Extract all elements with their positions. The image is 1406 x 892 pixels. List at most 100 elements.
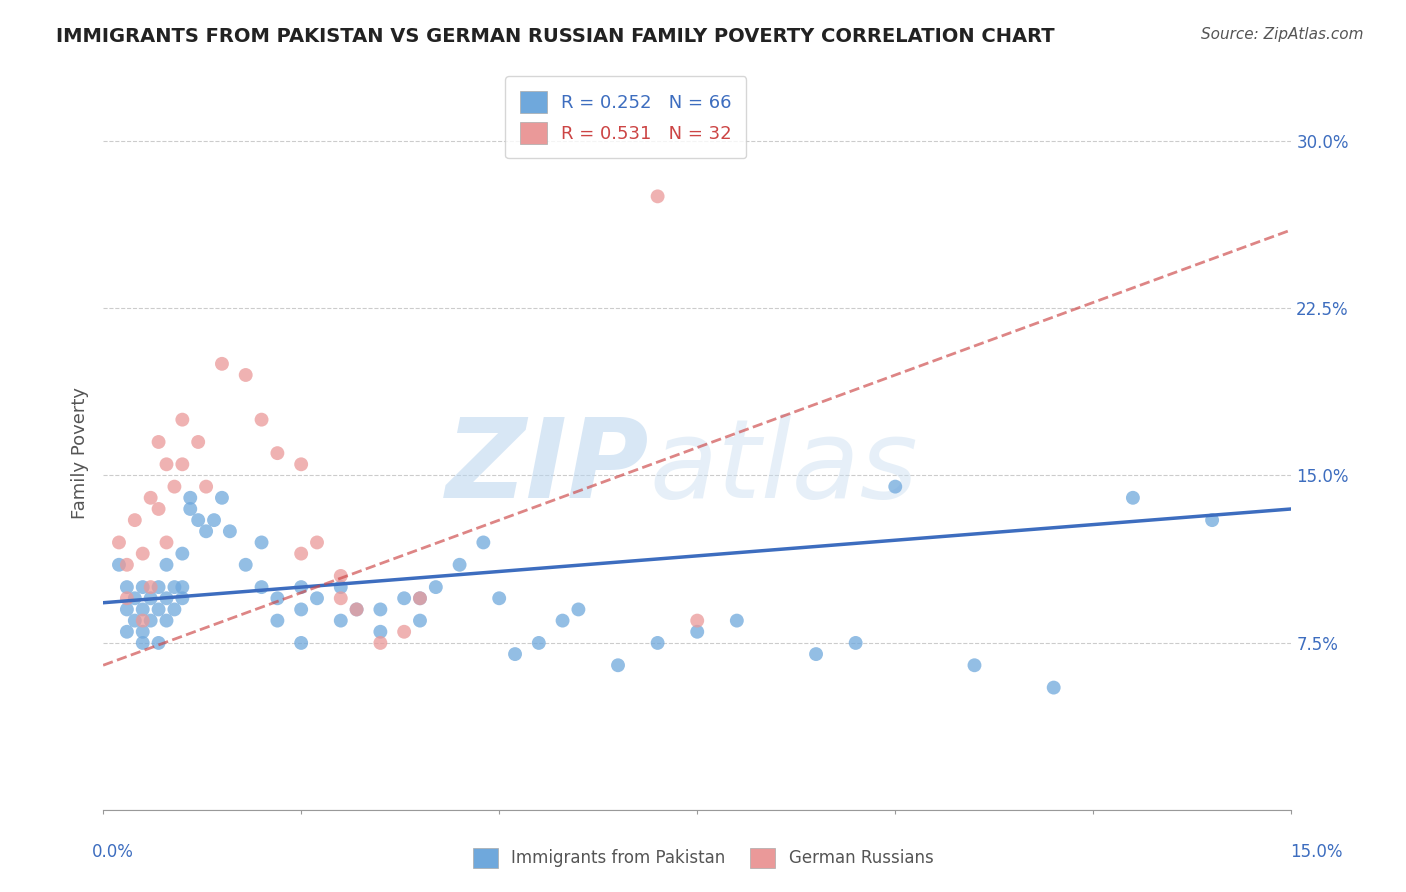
Point	[305, 591, 328, 606]
Point	[172, 580, 194, 594]
Point	[551, 614, 574, 628]
Point	[132, 636, 155, 650]
Point	[155, 558, 177, 572]
Point	[179, 502, 201, 516]
Point	[211, 357, 233, 371]
Point	[148, 602, 170, 616]
Point	[370, 624, 392, 639]
Point	[1042, 681, 1064, 695]
Point	[607, 658, 630, 673]
Point	[148, 580, 170, 594]
Point	[155, 591, 177, 606]
Point	[124, 513, 146, 527]
Point	[132, 547, 155, 561]
Point	[148, 434, 170, 449]
Point	[266, 446, 288, 460]
Point	[488, 591, 510, 606]
Point	[567, 602, 589, 616]
Point	[155, 535, 177, 549]
Point	[211, 491, 233, 505]
Point	[290, 580, 312, 594]
Point	[503, 647, 526, 661]
Text: Source: ZipAtlas.com: Source: ZipAtlas.com	[1201, 27, 1364, 42]
Point	[148, 636, 170, 650]
Point	[218, 524, 240, 539]
Point	[124, 614, 146, 628]
Point	[179, 491, 201, 505]
Point	[172, 458, 194, 472]
Point	[346, 602, 368, 616]
Text: ZIP: ZIP	[446, 414, 650, 521]
Point	[187, 513, 209, 527]
Point	[845, 636, 868, 650]
Point	[155, 614, 177, 628]
Point	[155, 458, 177, 472]
Point	[370, 636, 392, 650]
Point	[647, 189, 669, 203]
Point	[202, 513, 225, 527]
Point	[884, 480, 907, 494]
Point	[115, 591, 138, 606]
Point	[187, 434, 209, 449]
Point	[1122, 491, 1144, 505]
Point	[963, 658, 986, 673]
Point	[172, 412, 194, 426]
Point	[148, 502, 170, 516]
Point	[163, 480, 186, 494]
Point	[409, 614, 432, 628]
Point	[132, 602, 155, 616]
Point	[132, 614, 155, 628]
Point	[250, 535, 273, 549]
Point	[139, 491, 162, 505]
Point	[346, 602, 368, 616]
Point	[1201, 513, 1223, 527]
Point	[195, 480, 218, 494]
Point	[139, 591, 162, 606]
Point	[172, 591, 194, 606]
Point	[725, 614, 748, 628]
Point	[472, 535, 495, 549]
Point	[290, 547, 312, 561]
Text: atlas: atlas	[650, 414, 918, 521]
Text: 15.0%: 15.0%	[1291, 843, 1343, 861]
Point	[392, 624, 415, 639]
Point	[305, 535, 328, 549]
Point	[527, 636, 550, 650]
Point	[409, 591, 432, 606]
Point	[132, 624, 155, 639]
Point	[266, 591, 288, 606]
Point	[115, 624, 138, 639]
Text: 0.0%: 0.0%	[91, 843, 134, 861]
Point	[235, 558, 257, 572]
Point	[115, 580, 138, 594]
Point	[163, 602, 186, 616]
Point	[139, 614, 162, 628]
Point	[329, 569, 352, 583]
Point	[266, 614, 288, 628]
Point	[686, 624, 709, 639]
Point	[163, 580, 186, 594]
Point	[290, 458, 312, 472]
Point	[329, 591, 352, 606]
Point	[172, 547, 194, 561]
Point	[370, 602, 392, 616]
Point	[124, 591, 146, 606]
Point	[290, 602, 312, 616]
Point	[409, 591, 432, 606]
Point	[250, 412, 273, 426]
Point	[115, 558, 138, 572]
Point	[804, 647, 827, 661]
Point	[686, 614, 709, 628]
Legend: R = 0.252   N = 66, R = 0.531   N = 32: R = 0.252 N = 66, R = 0.531 N = 32	[505, 77, 747, 158]
Point	[392, 591, 415, 606]
Point	[290, 636, 312, 650]
Point	[250, 580, 273, 594]
Point	[108, 535, 131, 549]
Point	[329, 580, 352, 594]
Point	[108, 558, 131, 572]
Legend: Immigrants from Pakistan, German Russians: Immigrants from Pakistan, German Russian…	[465, 841, 941, 875]
Point	[195, 524, 218, 539]
Point	[647, 636, 669, 650]
Text: IMMIGRANTS FROM PAKISTAN VS GERMAN RUSSIAN FAMILY POVERTY CORRELATION CHART: IMMIGRANTS FROM PAKISTAN VS GERMAN RUSSI…	[56, 27, 1054, 45]
Point	[449, 558, 471, 572]
